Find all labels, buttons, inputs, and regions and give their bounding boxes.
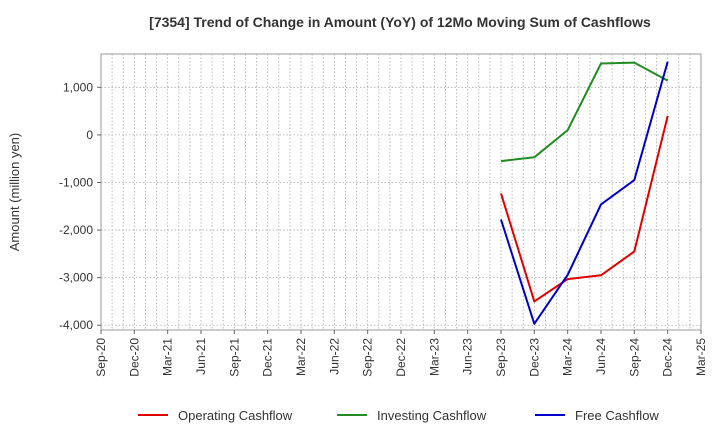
chart-title: [7354] Trend of Change in Amount (YoY) o… <box>149 14 651 30</box>
x-tick-label: Jun-22 <box>327 338 341 375</box>
legend-label: Operating Cashflow <box>178 408 293 423</box>
x-tick-label: Sep-20 <box>94 338 108 377</box>
x-tick-label: Sep-21 <box>227 338 241 377</box>
y-tick-label: -4,000 <box>59 318 93 332</box>
series-operating-cashflow <box>500 115 669 303</box>
x-tick-label: Mar-25 <box>694 338 708 376</box>
x-tick-label: Dec-23 <box>527 338 541 377</box>
grid-layer <box>101 54 701 330</box>
y-axis-ticks: 1,000 0 -1,000 -2,000 -3,000 -4,000 <box>59 80 101 332</box>
y-axis-label: Amount (million yen) <box>7 133 22 252</box>
y-tick-label: -3,000 <box>59 271 93 285</box>
x-tick-label: Mar-24 <box>561 338 575 376</box>
legend: Operating Cashflow Investing Cashflow Free… <box>138 408 659 423</box>
legend-label: Investing Cashflow <box>377 408 487 423</box>
y-tick-label: -2,000 <box>59 223 93 237</box>
x-tick-label: Sep-24 <box>627 338 641 377</box>
x-tick-label: Dec-21 <box>261 338 275 377</box>
y-tick-label: 1,000 <box>63 80 93 94</box>
legend-label: Free Cashflow <box>575 408 659 423</box>
x-axis-ticks: Sep-20 Dec-20 Mar-21 Jun-21 Sep-21 Dec-21 Mar-… <box>94 330 708 377</box>
x-tick-label: Mar-23 <box>427 338 441 376</box>
x-tick-label: Sep-23 <box>494 338 508 377</box>
x-tick-label: Sep-22 <box>361 338 375 377</box>
x-tick-label: Mar-21 <box>161 338 175 376</box>
series-investing-cashflow <box>500 61 669 163</box>
x-tick-label: Jun-21 <box>194 338 208 375</box>
y-tick-label: -1,000 <box>59 175 93 189</box>
series-line <box>500 61 669 163</box>
x-tick-label: Dec-20 <box>127 338 141 377</box>
x-tick-label: Jun-23 <box>461 338 475 375</box>
y-tick-label: 0 <box>86 128 93 142</box>
series-line <box>500 115 669 303</box>
x-tick-label: Jun-24 <box>594 338 608 375</box>
x-tick-label: Mar-22 <box>294 338 308 376</box>
series-line <box>500 61 669 325</box>
series-layer <box>500 61 669 325</box>
x-tick-label: Dec-22 <box>394 338 408 377</box>
x-tick-label: Dec-24 <box>661 338 675 377</box>
series-free-cashflow <box>500 61 669 325</box>
